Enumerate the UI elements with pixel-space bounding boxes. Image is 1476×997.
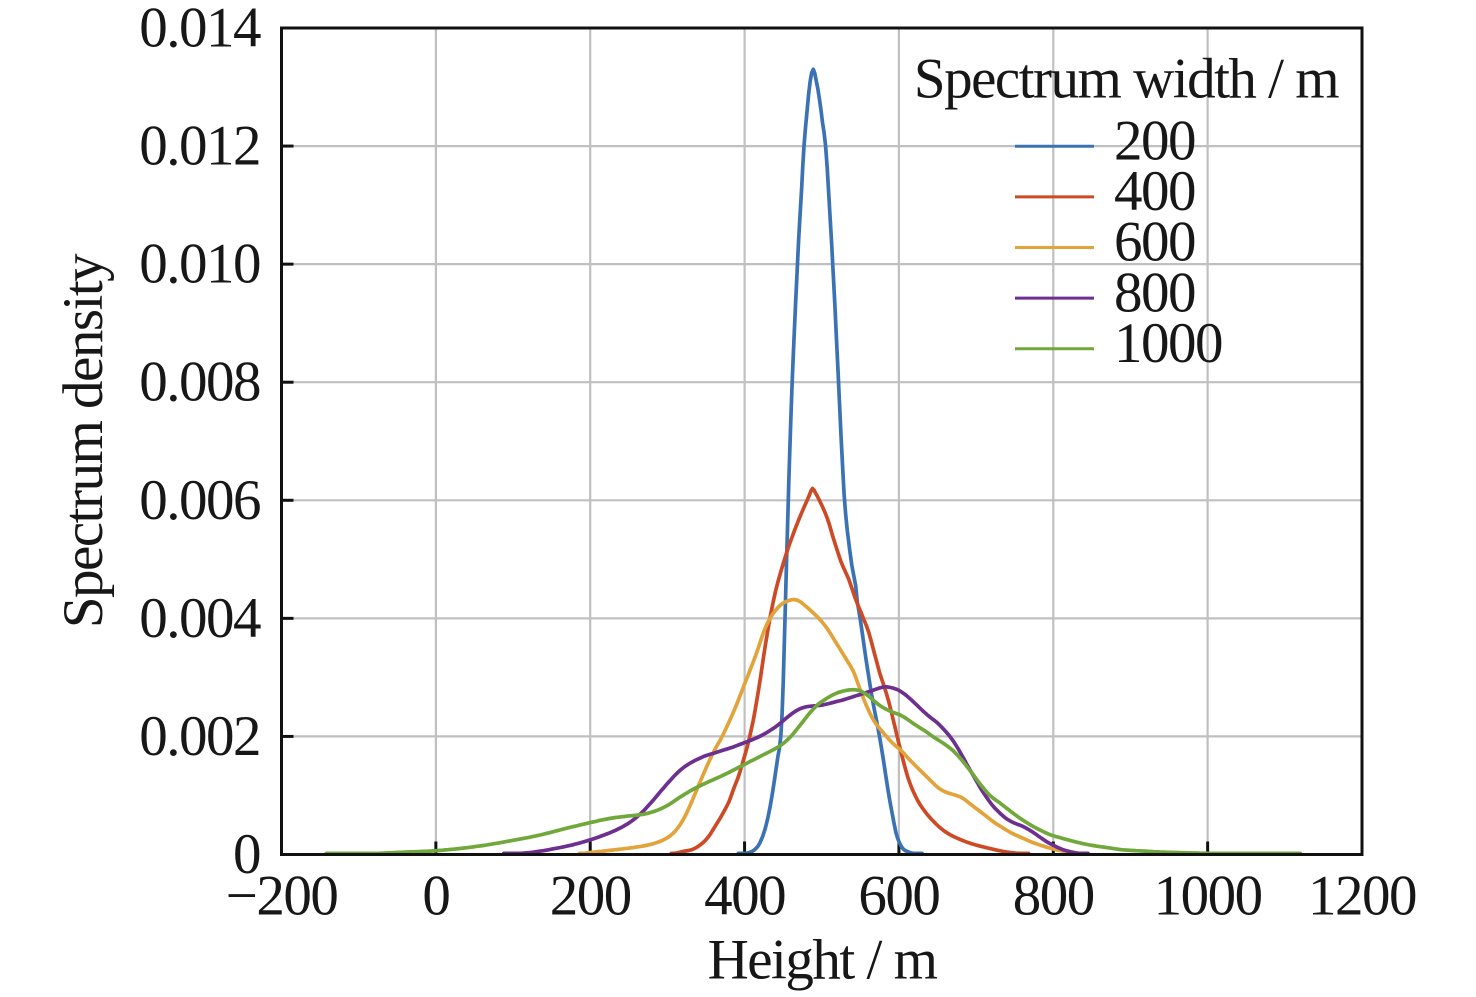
svg-text:Height / m: Height / m bbox=[708, 929, 938, 992]
svg-text:600: 600 bbox=[1114, 211, 1195, 274]
svg-text:0: 0 bbox=[233, 823, 260, 886]
svg-text:1200: 1200 bbox=[1308, 865, 1416, 928]
svg-text:400: 400 bbox=[704, 865, 785, 928]
svg-text:0.012: 0.012 bbox=[139, 115, 260, 178]
svg-text:200: 200 bbox=[550, 865, 631, 928]
svg-text:Spectrum density: Spectrum density bbox=[52, 253, 115, 628]
svg-text:200: 200 bbox=[1114, 110, 1195, 173]
svg-text:800: 800 bbox=[1013, 865, 1094, 928]
svg-text:0.004: 0.004 bbox=[139, 587, 261, 650]
svg-text:0.006: 0.006 bbox=[139, 469, 260, 532]
svg-text:1000: 1000 bbox=[1114, 312, 1222, 375]
svg-text:Spectrum width / m: Spectrum width / m bbox=[914, 48, 1339, 111]
svg-text:0.002: 0.002 bbox=[139, 705, 260, 768]
svg-text:−200: −200 bbox=[226, 865, 338, 928]
svg-text:400: 400 bbox=[1114, 160, 1195, 223]
svg-text:0.008: 0.008 bbox=[139, 351, 260, 414]
svg-text:800: 800 bbox=[1114, 261, 1195, 324]
svg-text:1000: 1000 bbox=[1154, 865, 1262, 928]
svg-text:600: 600 bbox=[858, 865, 939, 928]
svg-text:0.010: 0.010 bbox=[139, 233, 260, 296]
svg-text:0.014: 0.014 bbox=[139, 0, 261, 60]
svg-text:0: 0 bbox=[422, 865, 449, 928]
